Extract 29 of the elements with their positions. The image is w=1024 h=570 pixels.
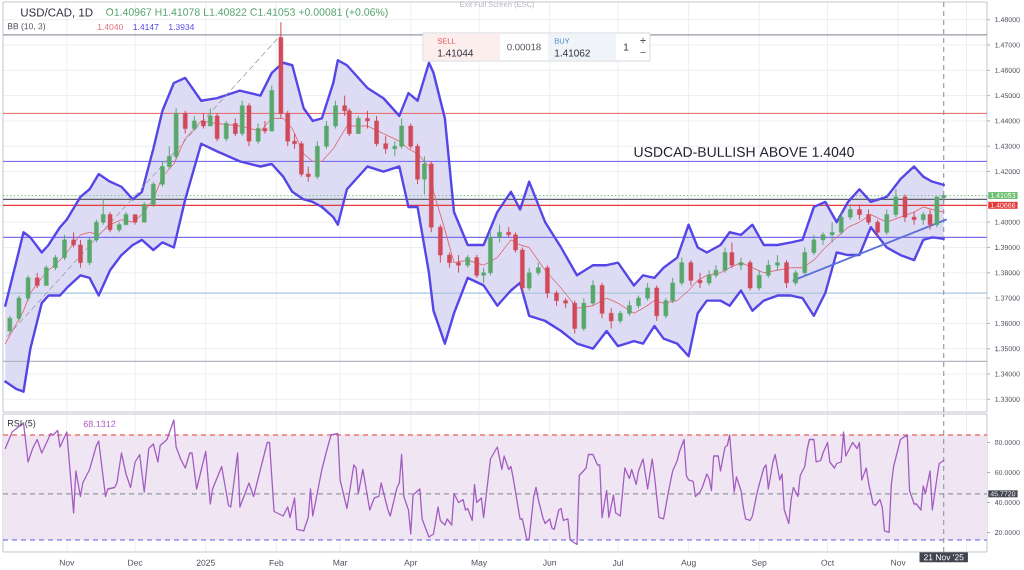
annotation: 68.1312 bbox=[83, 420, 116, 428]
x-tick-label: Dec bbox=[128, 559, 143, 566]
x-tick-label: Feb bbox=[269, 559, 284, 566]
x-tick-label: Nov bbox=[891, 559, 906, 566]
annotation: 0.00018 bbox=[507, 43, 541, 51]
x-tick-label: 2025 bbox=[196, 559, 215, 566]
x-tick-label: Sep bbox=[752, 559, 767, 568]
text: RSI (5) bbox=[8, 419, 36, 429]
x-tick-label: Apr bbox=[404, 559, 418, 568]
annotation: 1.41044 bbox=[438, 49, 474, 57]
annotation: 1.3934 bbox=[169, 23, 195, 30]
annotation: 1 bbox=[623, 43, 629, 51]
x-tick-label: May bbox=[471, 559, 488, 568]
chart-title: USD/CAD, 1D bbox=[21, 8, 93, 18]
x-tick-label: Aug bbox=[681, 559, 696, 568]
annotation: USDCAD-BULLISH ABOVE 1.4040 bbox=[634, 147, 854, 157]
x-tick-label: Oct bbox=[821, 559, 835, 566]
annotation: 1.4147 bbox=[133, 24, 159, 30]
annotation: 1.4040 bbox=[97, 23, 123, 30]
annotation: BB (10, 3) bbox=[7, 23, 46, 31]
x-tick-label: Jul bbox=[612, 559, 623, 566]
x-tick-label: Mar bbox=[333, 559, 348, 566]
x-tick-label: Jun bbox=[542, 559, 556, 566]
ref-line-label: 21 Nov '25 bbox=[923, 554, 964, 561]
x-tick-label: Nov bbox=[59, 559, 75, 566]
annotation: + bbox=[640, 37, 646, 44]
annotation: − bbox=[640, 51, 646, 53]
annotation: 1.41062 bbox=[555, 49, 590, 57]
text: O1.40967 H1.41078 L1.40822 C1.41053 +0.00081 (+0.06%) bbox=[106, 8, 388, 18]
